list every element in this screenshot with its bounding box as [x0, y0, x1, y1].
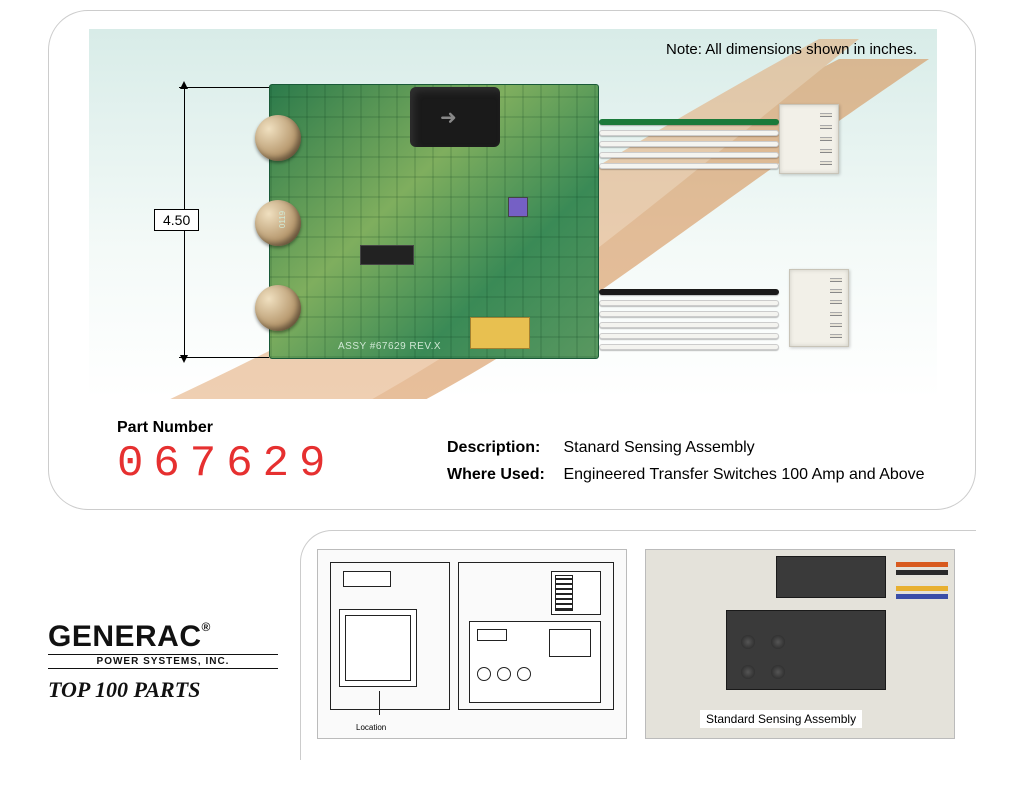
bottom-strip: Location Standard Sensing Assembly	[300, 530, 976, 760]
wire-white	[599, 300, 779, 306]
panel-large	[726, 610, 886, 690]
wire-green	[599, 119, 779, 125]
capacitor	[410, 87, 500, 147]
wire-harness-bottom	[599, 284, 779, 355]
dimensions-note: Note: All dimensions shown in inches.	[666, 41, 917, 58]
main-card: Note: All dimensions shown in inches. 4.…	[48, 10, 976, 510]
registered-icon: ®	[202, 620, 211, 634]
potentiometer-3	[255, 285, 301, 331]
brand-series: TOP 100 PARTS	[48, 677, 278, 703]
panel-small	[776, 556, 886, 598]
wire-bundle	[896, 558, 948, 618]
part-number-value: 067629	[117, 439, 335, 489]
assy-text: ASSY #67629 REV.X	[338, 341, 441, 352]
location-caption: Location	[356, 723, 386, 732]
wire-white	[599, 344, 779, 350]
part-number-label: Part Number	[117, 419, 213, 437]
pcb-board: ASSY #67629 REV.X 0119	[269, 84, 599, 359]
where-used-label: Where Used:	[447, 466, 559, 484]
wire-white	[599, 152, 779, 158]
enclosure-right	[458, 562, 614, 710]
connector-top	[779, 104, 839, 174]
wire-harness-top	[599, 114, 779, 174]
location-diagram-thumb: Location	[317, 549, 627, 739]
dimension-ext-top	[179, 87, 269, 88]
assembly-caption: Standard Sensing Assembly	[700, 710, 862, 728]
brand-name: GENERAC®	[48, 620, 278, 654]
relay	[470, 317, 530, 349]
wire-black	[599, 289, 779, 295]
dimension-ext-bottom	[179, 357, 269, 358]
wire-white	[599, 333, 779, 339]
wire-white	[599, 130, 779, 136]
wire-white	[599, 311, 779, 317]
wire-white	[599, 322, 779, 328]
potentiometer-1	[255, 115, 301, 161]
brand-subtitle: POWER SYSTEMS, INC.	[48, 654, 278, 669]
description-label: Description:	[447, 439, 559, 457]
pcb-mark: 0119	[278, 211, 287, 228]
dimension-value: 4.50	[154, 209, 199, 231]
where-used-row: Where Used: Engineered Transfer Switches…	[447, 466, 925, 484]
enclosure-left	[330, 562, 450, 710]
small-chip	[508, 197, 528, 217]
description-value: Stanard Sensing Assembly	[563, 439, 754, 456]
description-row: Description: Stanard Sensing Assembly	[447, 439, 755, 457]
connector-bottom	[789, 269, 849, 347]
wire-white	[599, 141, 779, 147]
assembly-photo-thumb: Standard Sensing Assembly	[645, 549, 955, 739]
wire-white	[599, 163, 779, 169]
product-image-area: Note: All dimensions shown in inches. 4.…	[89, 29, 937, 399]
ic-chip	[360, 245, 414, 265]
where-used-value: Engineered Transfer Switches 100 Amp and…	[563, 466, 924, 483]
brand-block: GENERAC® POWER SYSTEMS, INC. TOP 100 PAR…	[48, 620, 278, 703]
